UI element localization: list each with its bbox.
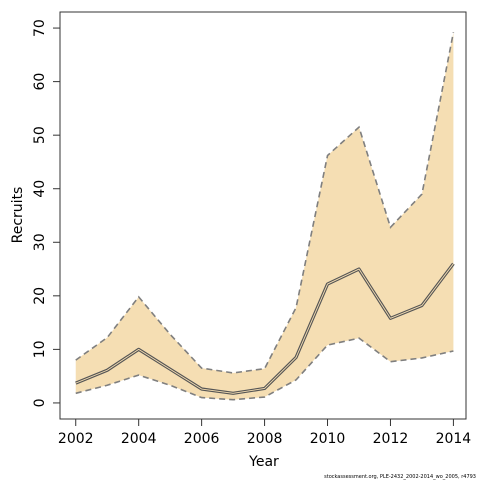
plot-frame bbox=[59, 11, 467, 420]
estimate-line-highlight bbox=[75, 263, 454, 394]
y-axis-title: Recruits bbox=[10, 187, 26, 244]
plot-layer bbox=[75, 32, 455, 401]
x-tick-label-2012: 2012 bbox=[373, 431, 409, 447]
x-axis: 2002 2004 2006 2008 2010 2012 2014 bbox=[58, 419, 471, 447]
y-tick-label-60: 60 bbox=[32, 73, 48, 91]
y-tick-label-70: 70 bbox=[32, 19, 48, 37]
x-tick-label-2006: 2006 bbox=[184, 431, 220, 447]
y-tick-label-0: 0 bbox=[32, 398, 48, 407]
x-tick-label-2010: 2010 bbox=[310, 431, 346, 447]
confidence-band bbox=[75, 32, 454, 400]
x-tick-label-2008: 2008 bbox=[247, 431, 283, 447]
footer-note: stockassessment.org, PLE-2432_2002-2014_… bbox=[324, 474, 476, 480]
x-tick-label-2002: 2002 bbox=[58, 431, 94, 447]
y-tick-label-10: 10 bbox=[32, 340, 48, 358]
x-tick-label-2014: 2014 bbox=[436, 431, 472, 447]
x-tick-label-2004: 2004 bbox=[121, 431, 157, 447]
x-axis-title: Year bbox=[248, 454, 279, 470]
y-axis: 0 10 20 30 40 50 60 70 bbox=[32, 19, 60, 407]
upper-bound-line bbox=[75, 32, 455, 374]
lower-bound-line bbox=[75, 337, 454, 401]
y-tick-label-30: 30 bbox=[32, 233, 48, 251]
y-tick-label-20: 20 bbox=[32, 287, 48, 305]
y-tick-label-50: 50 bbox=[32, 126, 48, 144]
y-tick-label-40: 40 bbox=[32, 180, 48, 198]
